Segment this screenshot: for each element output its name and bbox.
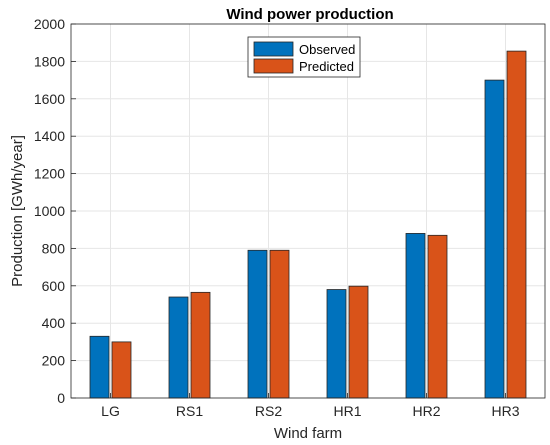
y-tick-label: 2000 <box>34 16 65 32</box>
y-tick-label: 800 <box>42 240 66 256</box>
y-tick-label: 1400 <box>34 128 65 144</box>
bar-predicted-rs1 <box>190 291 211 399</box>
x-axis-ticks: LG RS1 RS2 HR1 HR2 HR3 <box>101 393 520 419</box>
y-tick-label: 1200 <box>34 166 65 182</box>
bar-predicted-hr1 <box>348 285 369 399</box>
x-tick-label: HR2 <box>412 403 440 419</box>
y-tick-label: 0 <box>57 390 65 406</box>
bar-predicted-hr3 <box>506 50 527 399</box>
legend: Observed Predicted <box>247 36 361 78</box>
bar-observed-lg <box>89 335 110 399</box>
legend-swatch-predicted <box>253 58 294 74</box>
legend-swatch-observed <box>253 41 294 57</box>
bar-observed-rs2 <box>247 249 268 399</box>
y-tick-label: 400 <box>42 315 66 331</box>
bar-observed-hr3 <box>484 79 505 399</box>
y-tick-label: 1800 <box>34 53 65 69</box>
y-tick-label: 1600 <box>34 91 65 107</box>
bar-predicted-lg <box>111 341 132 399</box>
grid-lines <box>71 23 545 399</box>
y-tick-label: 200 <box>42 353 66 369</box>
bar-observed-hr2 <box>405 233 426 399</box>
y-axis-label: Production [GWh/year] <box>9 135 26 287</box>
y-tick-label: 1000 <box>34 203 65 219</box>
x-tick-label: HR1 <box>333 403 361 419</box>
x-tick-label: RS1 <box>176 403 203 419</box>
bar-observed-rs1 <box>168 296 189 399</box>
legend-label-predicted: Predicted <box>299 59 354 74</box>
x-tick-label: RS2 <box>255 403 282 419</box>
bar-predicted-hr2 <box>427 234 448 399</box>
x-axis-label: Wind farm <box>274 425 342 442</box>
bar-observed-hr1 <box>326 289 347 399</box>
y-tick-label: 600 <box>42 278 66 294</box>
y-axis-ticks: 0 200 400 600 800 1000 1200 1400 1600 1800 2000 <box>34 16 76 406</box>
chart-title: Wind power production <box>226 6 393 23</box>
bars <box>89 50 527 399</box>
legend-label-observed: Observed <box>299 42 355 57</box>
x-tick-label: LG <box>101 403 120 419</box>
bar-predicted-rs2 <box>269 249 290 399</box>
x-tick-label: HR3 <box>491 403 519 419</box>
